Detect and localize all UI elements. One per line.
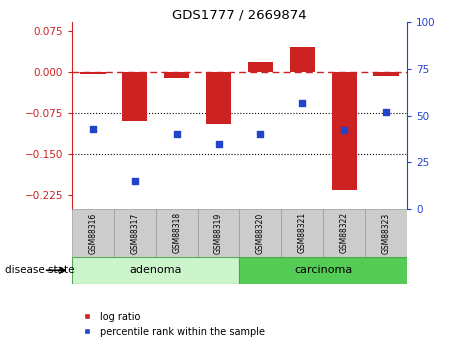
Bar — [373, 72, 399, 76]
Bar — [239, 257, 407, 284]
Bar — [164, 72, 189, 78]
Bar — [122, 72, 147, 121]
Text: adenoma: adenoma — [130, 265, 182, 275]
Bar — [156, 209, 198, 257]
Point — [299, 100, 306, 105]
Bar — [72, 257, 239, 284]
Bar — [198, 209, 239, 257]
Point — [382, 109, 390, 115]
Point — [89, 126, 97, 131]
Text: GSM88316: GSM88316 — [88, 212, 98, 254]
Point — [257, 131, 264, 137]
Text: GSM88320: GSM88320 — [256, 212, 265, 254]
Bar — [365, 209, 407, 257]
Bar — [281, 209, 323, 257]
Text: GSM88323: GSM88323 — [381, 212, 391, 254]
Text: GSM88319: GSM88319 — [214, 212, 223, 254]
Point — [340, 128, 348, 133]
Text: GSM88317: GSM88317 — [130, 212, 140, 254]
Text: GSM88322: GSM88322 — [339, 212, 349, 254]
Bar — [332, 72, 357, 189]
Point — [215, 141, 222, 146]
Title: GDS1777 / 2669874: GDS1777 / 2669874 — [172, 8, 307, 21]
Bar — [206, 72, 231, 124]
Text: carcinoma: carcinoma — [294, 265, 352, 275]
Point — [131, 178, 139, 184]
Text: disease state: disease state — [5, 265, 74, 275]
Point — [173, 131, 180, 137]
Bar — [239, 209, 281, 257]
Legend: log ratio, percentile rank within the sample: log ratio, percentile rank within the sa… — [77, 312, 265, 337]
Text: GSM88321: GSM88321 — [298, 212, 307, 254]
Bar — [248, 62, 273, 72]
Bar — [290, 47, 315, 72]
Text: GSM88318: GSM88318 — [172, 212, 181, 254]
Bar — [80, 72, 106, 75]
Bar — [114, 209, 156, 257]
Bar — [323, 209, 365, 257]
Bar — [72, 209, 114, 257]
